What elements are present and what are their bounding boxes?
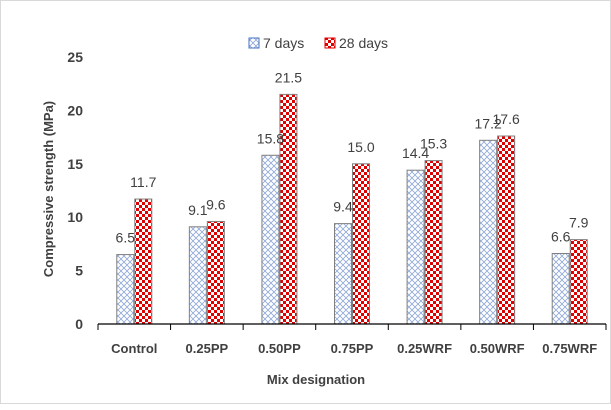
data-label: 7.9	[569, 215, 589, 231]
bar-7-days	[551, 253, 570, 325]
x-category-label: 0.50WRF	[470, 341, 525, 356]
data-label: 15.8	[257, 130, 284, 146]
data-label: 6.6	[551, 229, 571, 245]
x-axis: Control 0.25PP 0.50PP 0.75PP 0.25WRF 0.50WRF 0…	[97, 323, 607, 356]
legend-swatch-28-days	[324, 37, 336, 49]
data-labels: 6.5 11.7 9.19.6 15.8 21.5 9.4 15.0 14.415.3 17.2…	[116, 69, 589, 245]
x-category-label: 0.75PP	[331, 341, 374, 356]
legend: 7 days 28 days	[248, 35, 388, 51]
bar-7-days	[188, 226, 207, 325]
bar-28-days	[206, 220, 225, 325]
bar-28-days	[497, 135, 516, 325]
x-category-label: 0.50PP	[258, 341, 301, 356]
x-category-label: Control	[111, 341, 157, 356]
x-category-label: 0.25WRF	[397, 341, 452, 356]
bar-28-days	[569, 239, 588, 325]
bar-28-days	[279, 93, 298, 325]
y-tick-label: 5	[75, 263, 83, 279]
y-tick-label: 10	[67, 209, 83, 225]
data-label: 6.5	[116, 230, 136, 246]
bar-7-days	[406, 169, 425, 325]
bar-series	[116, 93, 588, 325]
data-label: 21.5	[275, 69, 302, 85]
data-label: 11.7	[130, 174, 156, 190]
data-label: 9.4	[333, 199, 353, 215]
legend-label-7-days: 7 days	[263, 35, 304, 51]
bar-7-days	[116, 254, 135, 325]
bar-28-days	[424, 160, 443, 325]
data-label: 9.1	[188, 202, 208, 218]
y-tick-label: 25	[67, 49, 83, 65]
y-tick-label: 20	[67, 102, 83, 118]
bar-7-days	[479, 139, 498, 325]
data-label: 15.3	[420, 136, 447, 152]
bar-28-days	[134, 198, 153, 325]
data-label: 17.6	[493, 111, 520, 127]
bar-7-days	[334, 223, 352, 325]
legend-swatch-7-days	[248, 37, 260, 49]
data-label: 17.2	[475, 115, 502, 131]
bar-28-days	[352, 163, 370, 325]
y-tick-label: 0	[75, 316, 83, 332]
x-category-label: 0.75WRF	[542, 341, 597, 356]
x-axis-title: Mix designation	[267, 372, 365, 387]
y-tick-label: 15	[67, 156, 83, 172]
legend-label-28-days: 28 days	[339, 35, 388, 51]
bar-7-days	[261, 154, 280, 325]
y-axis-title: Compressive strength (MPa)	[41, 101, 56, 277]
data-label: 14.4	[402, 145, 429, 161]
data-label: 15.0	[347, 139, 374, 155]
x-category-label: 0.25PP	[186, 341, 229, 356]
data-label: 9.6	[206, 196, 226, 212]
y-axis-ticks: 0 5 10 15 20 25	[67, 49, 83, 332]
